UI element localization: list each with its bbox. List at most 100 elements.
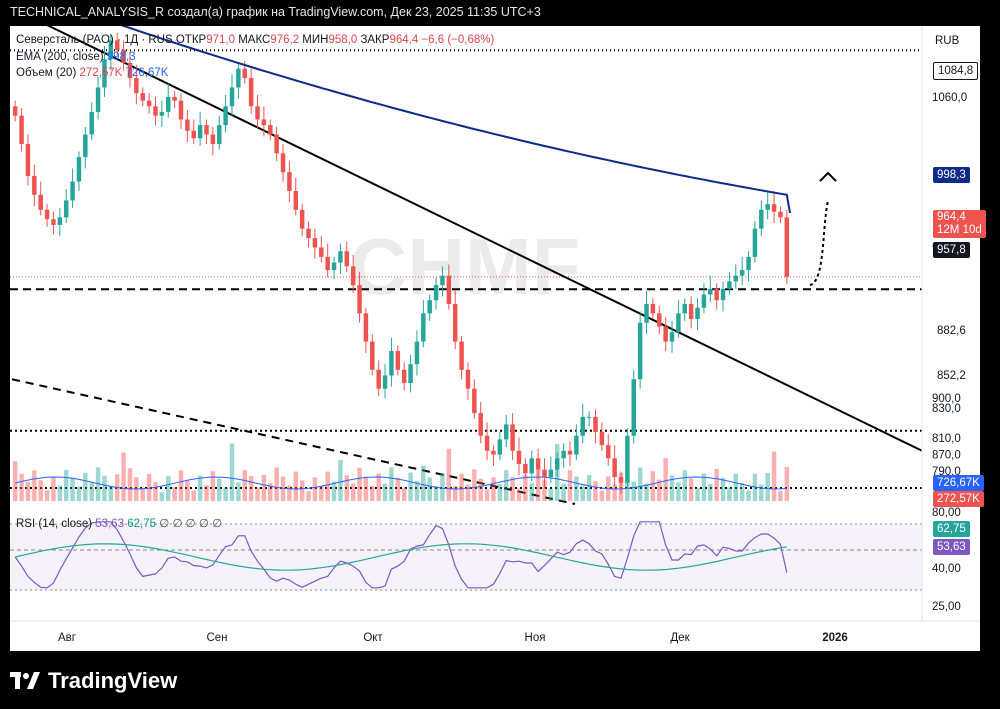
candle-body [280,153,286,173]
candle-body [433,285,439,301]
volume-bar [32,470,37,501]
candle-body [727,281,732,289]
volume-bar [319,486,324,501]
last-price-badge: 964,4 12M 10d [933,210,986,238]
chart-canvas[interactable]: CHMF1060,01020,0980,0900,0870,0830,0810,… [10,26,980,651]
projection-arrow-icon [819,171,837,182]
volume-bar [223,487,228,501]
volume-bar [440,473,445,501]
volume-bar [663,458,668,501]
candle-body [95,87,101,112]
volume-bar [268,483,273,501]
rsi-axis-label: 25,00 [932,601,961,613]
volume-bar [63,469,69,501]
vol-last-badge: 272,57K [933,491,984,507]
volume-bar [433,486,439,501]
candle-body [669,332,675,342]
volume-bar [357,467,362,501]
brand-footer[interactable]: TradingView [10,668,177,694]
volume-bar [70,478,75,501]
candle-body [465,369,471,389]
candle-body [497,439,503,455]
volume-bar [299,480,305,501]
volume-bar [472,469,477,501]
volume-bar [676,482,681,501]
candle-body [185,119,190,131]
candle-body [625,435,630,483]
volume-bar [523,475,528,501]
rsi-axis-label: 40,00 [932,563,961,575]
volume-bar [599,490,605,501]
volume-bar [414,480,420,501]
volume-bar [197,475,203,501]
level-badge-957: 957,8 [933,242,970,258]
volume-bar [159,492,165,501]
volume-bar [759,484,764,501]
volume-bar [401,487,407,501]
candle-body [427,300,432,314]
candle-body [134,78,139,94]
candle-body [612,458,617,478]
candle-body [204,125,209,135]
candle-body [108,40,114,60]
volume-bar [242,470,247,501]
volume-bar [312,477,318,501]
volume-bar [612,484,617,501]
chart-frame[interactable]: CHMF1060,01020,0980,0900,0870,0830,0810,… [10,26,986,651]
candle-body [51,219,56,225]
candle-body [759,209,764,229]
candle-body [89,111,94,135]
candle-body [599,431,605,446]
candle-body [555,458,560,470]
candle-body [778,211,783,218]
time-axis-label: Сен [206,632,227,644]
candle-body [472,388,477,414]
volume-bar [695,487,700,501]
candle-body [63,200,69,218]
volume-bar [389,467,394,501]
volume-bar [204,485,209,501]
volume-bar [427,477,432,501]
volume-bar [51,476,56,501]
volume-ma-line [15,476,787,490]
price-axis-label: 900,0 [932,393,961,405]
rsi-ma-line [15,543,787,571]
volume-bar [44,490,50,501]
rsi-ma-badge: 62,75 [933,521,970,537]
volume-bar [178,470,184,501]
price-axis-label: 1060,0 [932,92,967,104]
candle-body [331,262,337,271]
candle-body [784,217,790,277]
volume-bar [516,488,522,501]
volume-bar [255,487,260,501]
volume-bar [395,477,401,501]
volume-bar [771,451,777,501]
volume-bar [503,470,509,501]
last-price-value: 964,4 [937,211,966,223]
volume-bar [344,475,350,501]
candle-body [548,469,554,478]
price-axis-label: 830,0 [932,403,961,415]
candle-body [197,125,203,139]
candle-body [542,469,547,478]
candle-body [739,270,745,276]
candle-body [344,251,350,267]
candle-body [242,68,247,79]
candle-body [217,125,222,144]
candle-body [57,217,63,225]
volume-bar [446,448,452,501]
candle-body [657,313,662,327]
vol-ma-badge: 726,67K [933,475,984,491]
candle-body [146,100,152,107]
volume-bar [350,483,356,501]
candle-body [19,115,24,144]
level-badge-852: 852,2 [933,368,970,384]
candle-body [32,175,37,195]
volume-bar [153,482,158,501]
volume-bar [491,477,496,501]
candle-body [510,424,515,451]
candle-body [350,266,356,286]
volume-bar [682,470,688,501]
volume-bar [408,472,413,501]
candle-body [446,275,452,304]
